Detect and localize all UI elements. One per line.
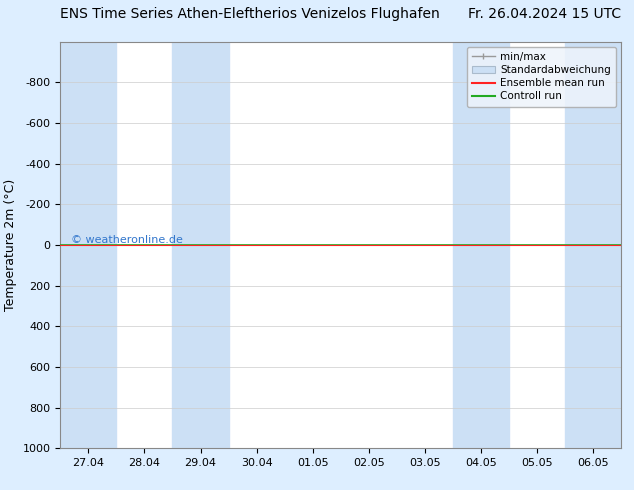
Y-axis label: Temperature 2m (°C): Temperature 2m (°C) (4, 179, 17, 311)
Legend: min/max, Standardabweichung, Ensemble mean run, Controll run: min/max, Standardabweichung, Ensemble me… (467, 47, 616, 107)
Bar (453, 42, 509, 448)
Bar (172, 42, 228, 448)
Text: © weatheronline.de: © weatheronline.de (72, 235, 183, 245)
Text: ENS Time Series Athen-Eleftherios Venizelos Flughafen: ENS Time Series Athen-Eleftherios Venize… (60, 7, 440, 22)
Text: Fr. 26.04.2024 15 UTC: Fr. 26.04.2024 15 UTC (468, 7, 621, 22)
Bar (566, 42, 621, 448)
Bar (60, 42, 117, 448)
